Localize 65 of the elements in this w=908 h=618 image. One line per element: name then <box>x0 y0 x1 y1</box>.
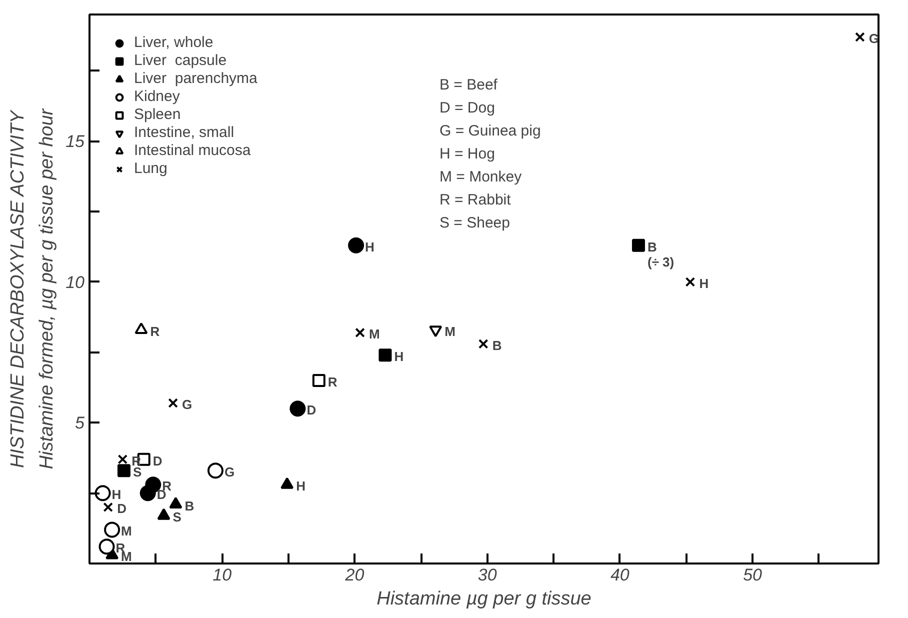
x-tick-label: 20 <box>344 566 365 584</box>
point <box>98 538 115 555</box>
point <box>685 277 696 287</box>
y-axis-title: Histamine formed, µg per g tissue per hour <box>36 108 58 470</box>
annotation: D <box>117 501 126 516</box>
point <box>478 339 488 349</box>
annotation: M = Monkey <box>440 168 522 186</box>
y-tick-label: 10 <box>66 272 86 292</box>
annotation: H <box>365 239 374 254</box>
point <box>348 237 364 254</box>
annotation: M <box>444 324 456 339</box>
annotation: D <box>152 453 162 468</box>
legend-label: Spleen <box>134 106 181 123</box>
annotation: B = Beef <box>440 76 498 94</box>
annotation: D = Dog <box>440 100 495 116</box>
annotation: H <box>699 276 709 291</box>
legend-label: Liver parenchyma <box>134 70 258 87</box>
annotation: B (÷ 3) <box>647 239 674 270</box>
point <box>140 485 156 502</box>
point <box>103 502 113 512</box>
point <box>168 398 178 408</box>
annotation: S = Sheep <box>440 214 510 232</box>
y-tick-label: 5 <box>75 414 86 433</box>
annotation: B <box>492 338 502 353</box>
point <box>855 32 865 42</box>
legend-label: Kidney <box>134 88 180 105</box>
point <box>104 522 120 538</box>
annotation: R <box>328 374 338 390</box>
annotation: M <box>369 326 380 342</box>
point <box>378 348 392 362</box>
legend-label: Intestinal mucosa <box>134 142 251 159</box>
point <box>355 328 365 338</box>
text: HISTIDINE DECARBOXYLASE ACTIVITY <box>8 109 28 468</box>
legend-label: Lung <box>134 160 168 177</box>
annotation: R <box>150 324 160 339</box>
point <box>632 238 645 252</box>
point <box>207 462 224 479</box>
annotation: G = Guinea pig <box>440 122 541 140</box>
annotation: H <box>296 478 306 494</box>
legend-label: Liver, whole <box>134 34 214 51</box>
annotation: M <box>121 524 132 539</box>
annotation: R = Rabbit <box>440 192 512 208</box>
annotation: D <box>306 402 316 418</box>
point <box>169 497 182 509</box>
point <box>290 400 306 417</box>
x-tick-label: 40 <box>610 566 630 584</box>
x-tick-label: 30 <box>478 566 498 584</box>
legend-label: Liver capsule <box>134 52 227 69</box>
point <box>94 485 111 502</box>
point <box>117 464 130 478</box>
y-tick-label: 15 <box>66 132 86 152</box>
point <box>312 374 326 387</box>
annotation: H = Hog <box>440 146 495 162</box>
legend-label: Intestine, small <box>134 124 234 141</box>
annotation: G <box>182 397 192 412</box>
x-tick-label: 50 <box>743 566 763 584</box>
x-tick-label: 10 <box>212 566 232 584</box>
annotation: H <box>112 487 122 502</box>
annotation: G <box>224 464 235 480</box>
annotation: H <box>394 349 404 364</box>
annotation: S <box>172 510 182 525</box>
x-axis-title: Histamine µg per g tissue <box>376 588 592 610</box>
point <box>118 454 128 464</box>
annotation: B <box>184 498 194 514</box>
annotation: S <box>132 464 142 480</box>
